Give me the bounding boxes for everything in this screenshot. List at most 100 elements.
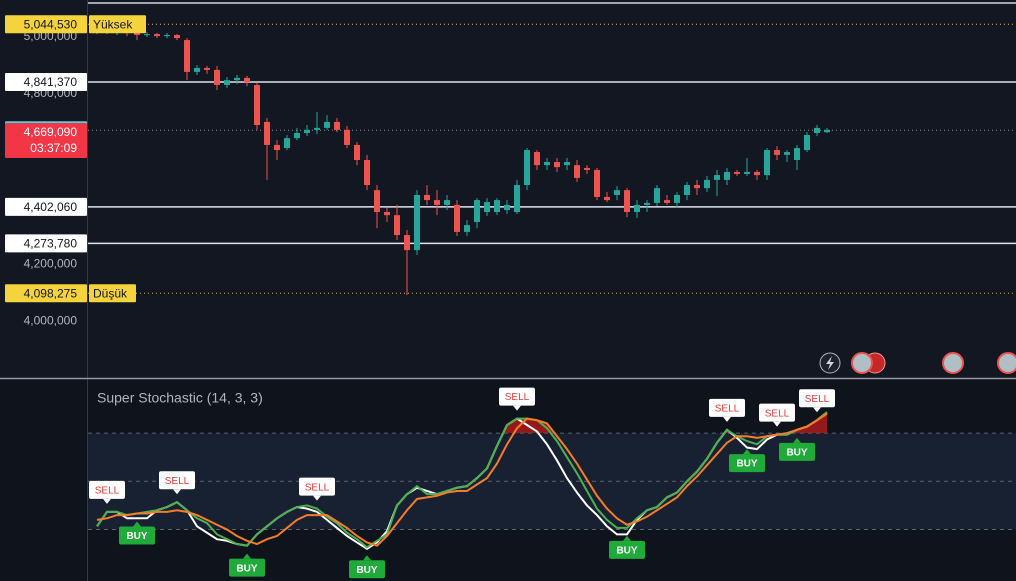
candle-body bbox=[194, 67, 200, 72]
candle-body bbox=[814, 127, 820, 134]
candle-body bbox=[144, 34, 150, 36]
buy-pointer bbox=[623, 535, 631, 541]
candle-body bbox=[294, 133, 300, 139]
buy-box bbox=[349, 560, 385, 579]
high-line-box bbox=[5, 15, 87, 34]
candle-body bbox=[444, 200, 450, 205]
flag-icon bbox=[942, 352, 964, 374]
candle-body bbox=[684, 185, 690, 195]
sell-label: SELL bbox=[805, 394, 830, 405]
stochastic-line bbox=[96, 411, 828, 549]
candle-body bbox=[584, 167, 590, 170]
sell-label: SELL bbox=[95, 485, 120, 496]
sell-box bbox=[89, 480, 125, 499]
sell-box bbox=[159, 471, 195, 490]
buy-pointer bbox=[133, 521, 141, 527]
candle-body bbox=[334, 121, 340, 130]
low-line-box bbox=[5, 284, 87, 303]
candle-body bbox=[694, 185, 700, 189]
candle-body bbox=[674, 194, 680, 203]
stochastic-line bbox=[96, 412, 828, 547]
candle-body bbox=[534, 152, 540, 166]
price-line-label: 4,273,780 bbox=[24, 237, 78, 251]
candle-body bbox=[174, 34, 180, 39]
event-icons bbox=[819, 352, 1016, 374]
buy-pointer bbox=[243, 553, 251, 559]
high-line-label: 5,044,530 bbox=[24, 17, 78, 31]
candle-body bbox=[564, 162, 570, 166]
sell-pointer bbox=[723, 416, 731, 422]
candle-body bbox=[434, 200, 440, 205]
candle-body bbox=[634, 204, 640, 213]
sell-label: SELL bbox=[715, 403, 740, 414]
sell-label: SELL bbox=[165, 476, 190, 487]
candle-body bbox=[624, 190, 630, 213]
sell-box bbox=[709, 398, 745, 417]
candle-body bbox=[504, 204, 510, 211]
candle-body bbox=[614, 190, 620, 195]
sell-box bbox=[799, 389, 835, 408]
candle-body bbox=[554, 162, 560, 168]
sell-pointer bbox=[513, 405, 521, 411]
buy-label: BUY bbox=[236, 563, 257, 574]
sell-label: SELL bbox=[305, 482, 330, 493]
candle-body bbox=[244, 77, 250, 83]
candle-body bbox=[364, 160, 370, 186]
buy-pointer bbox=[363, 555, 371, 561]
candle-body bbox=[604, 196, 610, 201]
candle-body bbox=[824, 129, 830, 133]
sell-box bbox=[759, 403, 795, 422]
candle-body bbox=[414, 194, 420, 251]
low-line-name: Düşük bbox=[93, 286, 128, 300]
candle-body bbox=[474, 200, 480, 222]
candle-body bbox=[324, 121, 330, 128]
candle-body bbox=[134, 32, 140, 35]
candle-body bbox=[344, 129, 350, 145]
candle-body bbox=[284, 138, 290, 149]
countdown-label: 03:37:09 bbox=[30, 141, 77, 155]
candle-body bbox=[214, 69, 220, 85]
candle-body bbox=[644, 202, 650, 205]
candle-body bbox=[734, 171, 740, 174]
candle-body bbox=[384, 212, 390, 216]
buy-label: BUY bbox=[786, 447, 807, 458]
candle-body bbox=[774, 150, 780, 155]
buy-box bbox=[779, 442, 815, 461]
candle-body bbox=[154, 34, 160, 37]
candle-body bbox=[514, 185, 520, 213]
sell-box bbox=[299, 477, 335, 496]
y-tick-label: 4,000,000 bbox=[24, 313, 78, 327]
price-line-box bbox=[5, 197, 87, 216]
buy-pointer bbox=[793, 437, 801, 443]
indicator-title: Super Stochastic (14, 3, 3) bbox=[97, 390, 263, 406]
flag-icon bbox=[851, 352, 873, 374]
candle-body bbox=[184, 40, 190, 72]
candle-body bbox=[594, 169, 600, 197]
sell-box bbox=[499, 387, 535, 406]
sell-pointer bbox=[103, 498, 111, 504]
candle-body bbox=[744, 171, 750, 174]
candle-body bbox=[354, 144, 360, 161]
candle-body bbox=[804, 135, 810, 151]
buy-label: BUY bbox=[356, 565, 377, 576]
candle-body bbox=[714, 175, 720, 180]
candle-body bbox=[314, 127, 320, 130]
buy-label: BUY bbox=[616, 546, 637, 557]
candle-body bbox=[764, 150, 770, 176]
candle-body bbox=[754, 171, 760, 176]
candle-body bbox=[454, 204, 460, 232]
buy-box bbox=[609, 540, 645, 559]
candle-body bbox=[264, 121, 270, 145]
candle-body bbox=[234, 77, 240, 81]
candle-body bbox=[524, 150, 530, 186]
candle-body bbox=[164, 34, 170, 37]
price-line-box bbox=[5, 73, 87, 92]
flag-icon bbox=[997, 352, 1016, 374]
high-line-tag bbox=[89, 15, 146, 34]
candle-body bbox=[544, 162, 550, 166]
buy-box bbox=[229, 558, 265, 577]
candle-body bbox=[274, 144, 280, 151]
y-tick-label: 4,200,000 bbox=[24, 256, 78, 270]
candle-body bbox=[784, 152, 790, 155]
